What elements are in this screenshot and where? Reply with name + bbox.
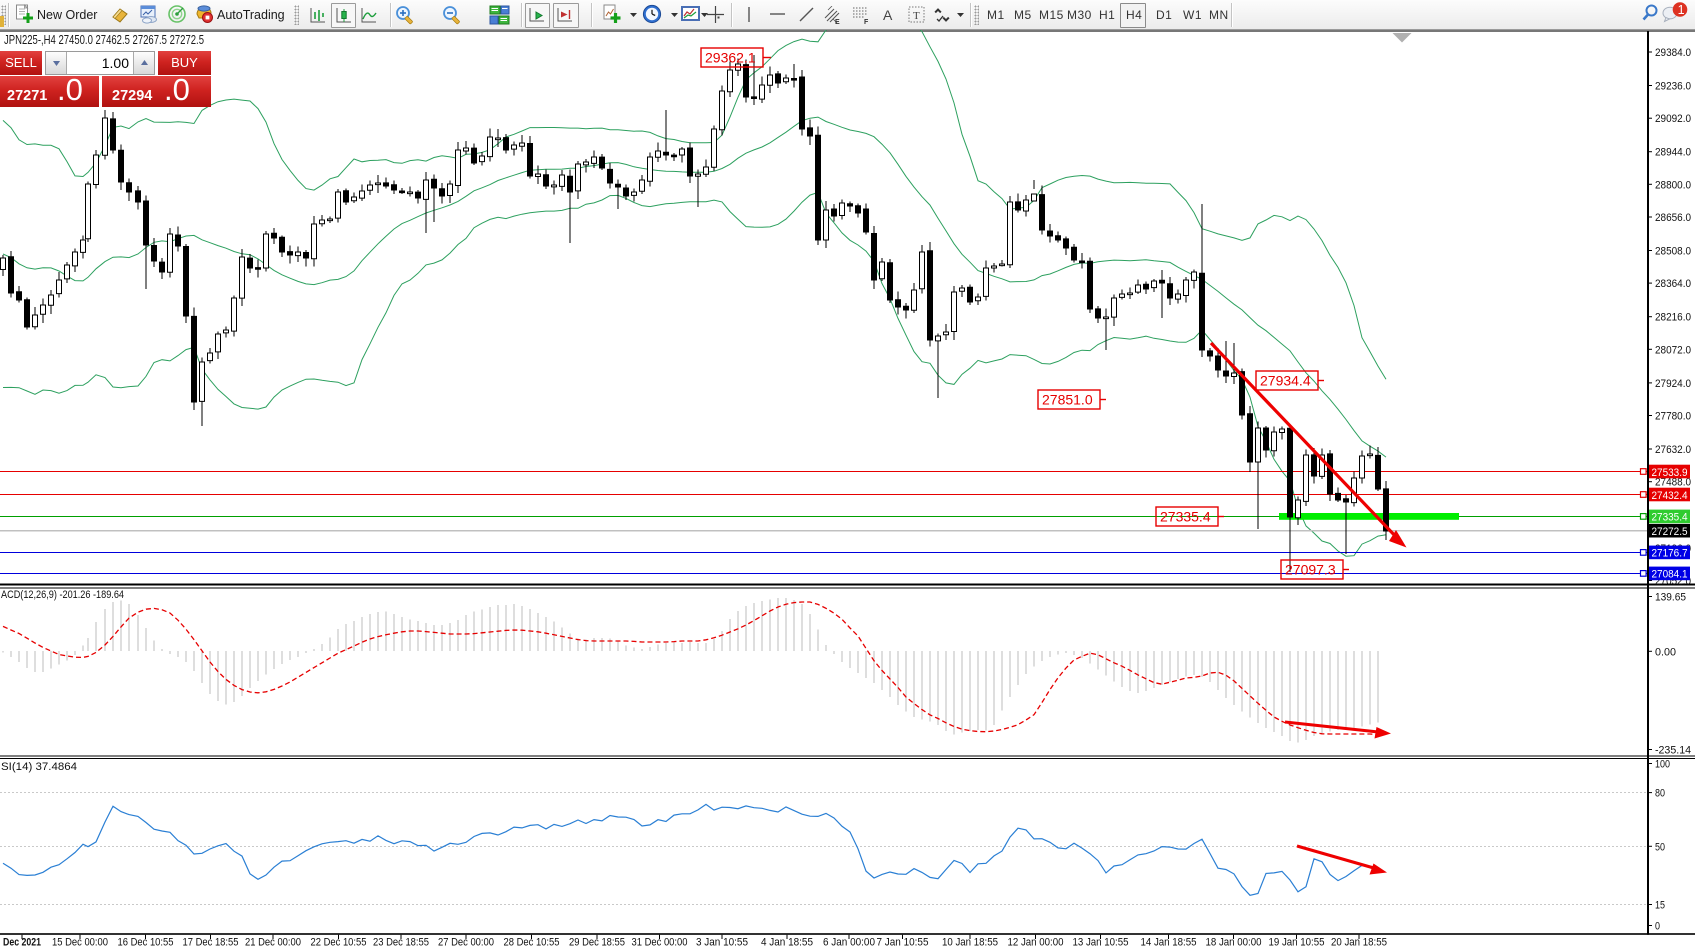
- svg-text:28 Dec 10:55: 28 Dec 10:55: [504, 937, 560, 949]
- svg-text:-235.14: -235.14: [1655, 745, 1691, 757]
- svg-text:28508.0: 28508.0: [1655, 246, 1691, 258]
- svg-text:27632.0: 27632.0: [1655, 444, 1691, 456]
- svg-text:28800.0: 28800.0: [1655, 179, 1691, 191]
- svg-text:3 Jan 10:55: 3 Jan 10:55: [696, 937, 748, 949]
- svg-text:27432.4: 27432.4: [1652, 490, 1688, 502]
- svg-text:27533.9: 27533.9: [1652, 467, 1688, 479]
- svg-text:50: 50: [1655, 841, 1665, 853]
- svg-text:JPN225-,H4 27450.0 27462.5 27: JPN225-,H4 27450.0 27462.5 27267.5 27272…: [4, 33, 204, 47]
- svg-text:21 Dec 00:00: 21 Dec 00:00: [245, 937, 301, 949]
- svg-text:14 Jan 18:55: 14 Jan 18:55: [1141, 937, 1197, 949]
- svg-text:Dec 2021: Dec 2021: [3, 937, 41, 949]
- svg-text:31 Dec 00:00: 31 Dec 00:00: [632, 937, 688, 949]
- svg-text:ACD(12,26,9) -201.26 -189.64: ACD(12,26,9) -201.26 -189.64: [1, 589, 124, 601]
- svg-text:27335.4: 27335.4: [1652, 512, 1688, 524]
- svg-text:27272.5: 27272.5: [1652, 526, 1688, 538]
- svg-text:7 Jan 10:55: 7 Jan 10:55: [877, 937, 929, 949]
- svg-text:28072.0: 28072.0: [1655, 344, 1691, 356]
- svg-text:0.00: 0.00: [1655, 646, 1676, 658]
- svg-text:19 Jan 10:55: 19 Jan 10:55: [1269, 937, 1325, 949]
- svg-text:28656.0: 28656.0: [1655, 212, 1691, 224]
- svg-text:27 Dec 00:00: 27 Dec 00:00: [438, 937, 494, 949]
- svg-text:28364.0: 28364.0: [1655, 278, 1691, 290]
- svg-text:12 Jan 00:00: 12 Jan 00:00: [1008, 937, 1064, 949]
- svg-text:6 Jan 00:00: 6 Jan 00:00: [823, 937, 875, 949]
- svg-text:27084.1: 27084.1: [1652, 569, 1688, 581]
- svg-text:27780.0: 27780.0: [1655, 411, 1691, 423]
- svg-text:13 Jan 10:55: 13 Jan 10:55: [1073, 937, 1129, 949]
- svg-text:22 Dec 10:55: 22 Dec 10:55: [311, 937, 367, 949]
- svg-text:4 Jan 18:55: 4 Jan 18:55: [761, 937, 813, 949]
- svg-text:17 Dec 18:55: 17 Dec 18:55: [183, 937, 239, 949]
- svg-text:27097.3: 27097.3: [1285, 562, 1336, 578]
- svg-text:27176.7: 27176.7: [1652, 548, 1688, 560]
- svg-text:27335.4: 27335.4: [1160, 509, 1211, 525]
- svg-text:29092.0: 29092.0: [1655, 113, 1691, 125]
- svg-text:1: 1: [1678, 3, 1685, 17]
- svg-text:29 Dec 18:55: 29 Dec 18:55: [569, 937, 625, 949]
- svg-text:20 Jan 18:55: 20 Jan 18:55: [1331, 937, 1387, 949]
- svg-text:23 Dec 18:55: 23 Dec 18:55: [373, 937, 429, 949]
- svg-text:29362.1: 29362.1: [705, 50, 756, 66]
- svg-text:16 Dec 10:55: 16 Dec 10:55: [118, 937, 174, 949]
- svg-text:E: E: [835, 19, 840, 25]
- svg-text:27924.0: 27924.0: [1655, 378, 1691, 390]
- svg-text:27488.0: 27488.0: [1655, 477, 1691, 489]
- svg-text:80: 80: [1655, 788, 1665, 800]
- svg-text:27934.4: 27934.4: [1260, 373, 1311, 389]
- svg-text:0: 0: [1655, 921, 1660, 933]
- svg-text:15: 15: [1655, 900, 1665, 912]
- svg-text:SI(14) 37.4864: SI(14) 37.4864: [1, 761, 77, 773]
- svg-text:28216.0: 28216.0: [1655, 312, 1691, 324]
- svg-text:27851.0: 27851.0: [1042, 392, 1093, 408]
- svg-text:100: 100: [1655, 759, 1670, 771]
- svg-text:29236.0: 29236.0: [1655, 81, 1691, 93]
- svg-text:15 Dec 00:00: 15 Dec 00:00: [52, 937, 108, 949]
- svg-text:10 Jan 18:55: 10 Jan 18:55: [942, 937, 998, 949]
- svg-text:29384.0: 29384.0: [1655, 47, 1691, 59]
- svg-text:28944.0: 28944.0: [1655, 147, 1691, 159]
- svg-text:18 Jan 00:00: 18 Jan 00:00: [1206, 937, 1262, 949]
- svg-text:T: T: [913, 10, 920, 22]
- svg-text:F: F: [864, 19, 869, 25]
- svg-text:139.65: 139.65: [1655, 592, 1686, 604]
